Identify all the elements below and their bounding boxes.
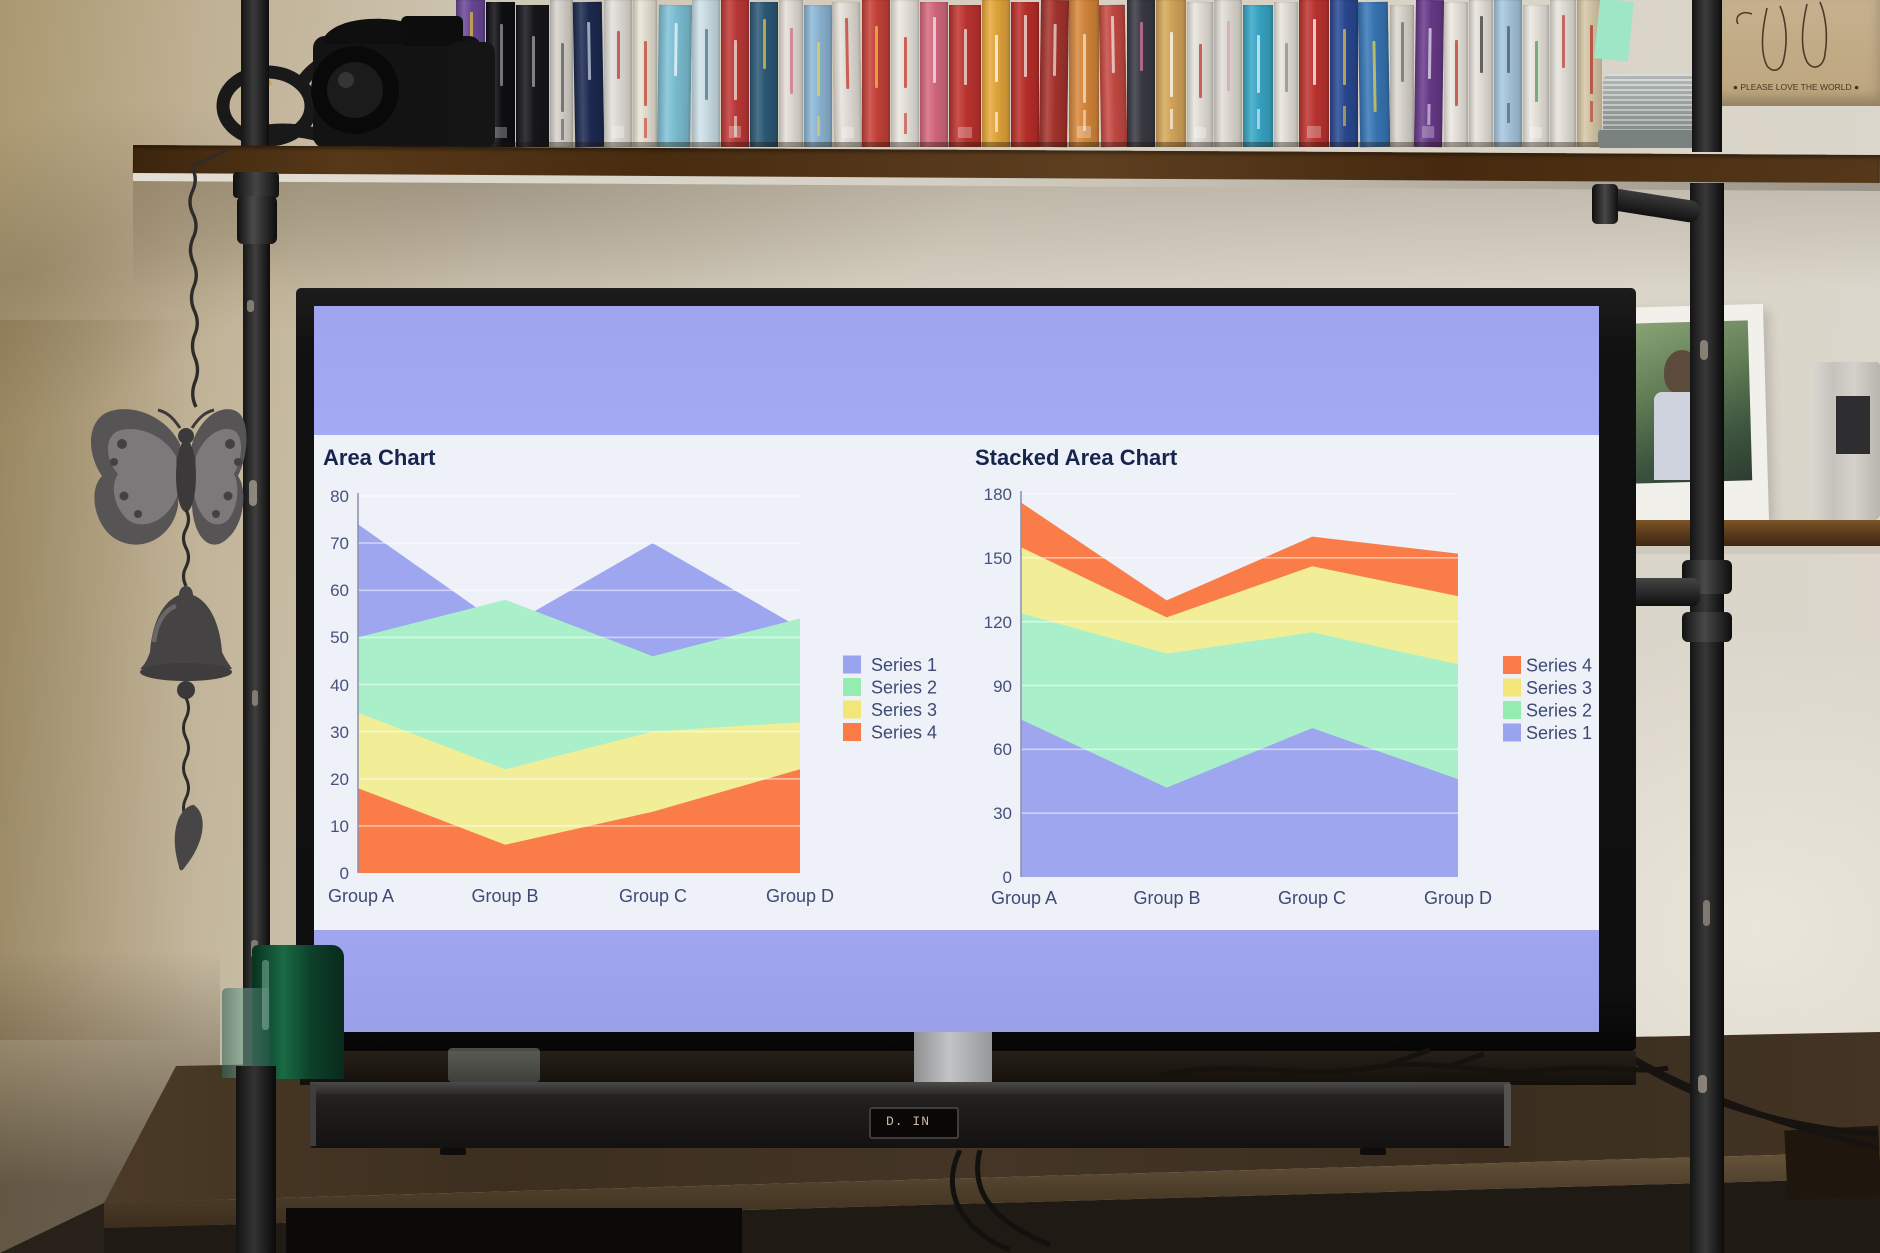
svg-text:Stacked Area Chart: Stacked Area Chart [975, 445, 1178, 470]
svg-text:0: 0 [1003, 868, 1012, 887]
svg-text:Group A: Group A [991, 888, 1057, 908]
svg-text:Area Chart: Area Chart [323, 445, 436, 470]
svg-text:10: 10 [330, 817, 349, 836]
svg-text:Group D: Group D [766, 886, 834, 906]
svg-text:60: 60 [330, 581, 349, 600]
svg-text:Group D: Group D [1424, 888, 1492, 908]
svg-text:Group A: Group A [328, 886, 394, 906]
svg-text:Group C: Group C [1278, 888, 1346, 908]
svg-text:180: 180 [984, 485, 1012, 504]
svg-text:50: 50 [330, 628, 349, 647]
svg-text:Series 2: Series 2 [871, 678, 937, 698]
svg-text:40: 40 [330, 676, 349, 695]
svg-text:Series 4: Series 4 [1526, 656, 1592, 676]
svg-text:Series 3: Series 3 [1526, 678, 1592, 698]
svg-text:Series 1: Series 1 [1526, 723, 1592, 743]
svg-text:Series 3: Series 3 [871, 700, 937, 720]
svg-text:70: 70 [330, 534, 349, 553]
svg-text:Series 4: Series 4 [871, 723, 937, 743]
svg-text:Series 2: Series 2 [1526, 701, 1592, 721]
svg-text:0: 0 [340, 864, 349, 883]
svg-text:Group C: Group C [619, 886, 687, 906]
svg-text:30: 30 [993, 804, 1012, 823]
svg-text:80: 80 [330, 487, 349, 506]
svg-text:60: 60 [993, 740, 1012, 759]
svg-text:20: 20 [330, 770, 349, 789]
svg-text:Group B: Group B [471, 886, 538, 906]
svg-text:120: 120 [984, 613, 1012, 632]
svg-text:● PLEASE LOVE THE WORLD ●: ● PLEASE LOVE THE WORLD ● [1733, 82, 1859, 92]
svg-text:Series 1: Series 1 [871, 655, 937, 675]
svg-text:150: 150 [984, 549, 1012, 568]
svg-text:90: 90 [993, 677, 1012, 696]
svg-text:30: 30 [330, 723, 349, 742]
svg-text:Group B: Group B [1133, 888, 1200, 908]
